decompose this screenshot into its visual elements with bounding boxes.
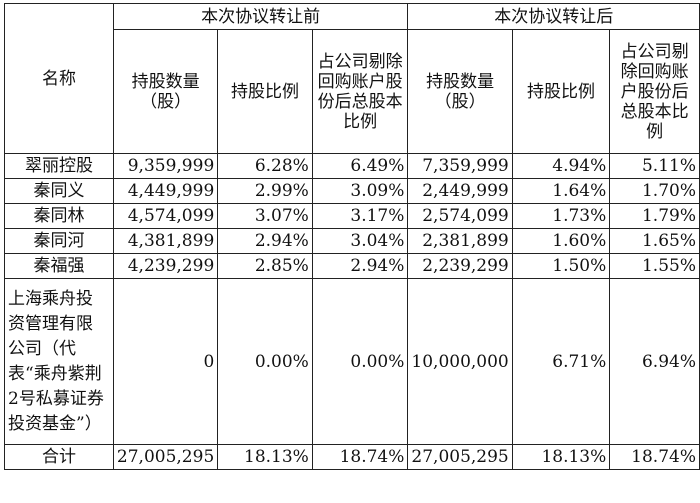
holder-name: 秦同林 bbox=[4, 203, 114, 229]
after-adj-ratio-header: 占公司剔除回购账户股份后总股本比例 bbox=[609, 29, 700, 154]
before-shares: 4,574,099 bbox=[112, 203, 219, 229]
shareholding-table: 名称 本次协议转让前 本次协议转让后 持股数量（股） 持股比例 占公司剔除回购账… bbox=[4, 3, 700, 470]
after-adj-ratio: 1.55% bbox=[609, 253, 700, 279]
table-row: 上海乘舟投资管理有限公司（代表“乘舟紫荆2号私募证券投资基金”） 0 0.00%… bbox=[4, 278, 700, 445]
after-adj-ratio: 1.65% bbox=[609, 228, 700, 254]
after-shares: 7,359,999 bbox=[407, 153, 513, 179]
after-ratio: 1.60% bbox=[511, 228, 611, 254]
total-row: 合计 27,005,295 18.13% 18.74% 27,005,295 1… bbox=[4, 444, 700, 470]
after-shares: 10,000,000 bbox=[407, 278, 513, 445]
before-ratio: 0.00% bbox=[217, 278, 313, 445]
after-shares: 2,449,999 bbox=[407, 178, 513, 204]
before-adj-ratio: 3.17% bbox=[311, 203, 409, 229]
after-ratio: 1.50% bbox=[511, 253, 611, 279]
after-shares: 2,239,299 bbox=[407, 253, 513, 279]
total-before-ratio: 18.13% bbox=[217, 444, 313, 470]
holder-name: 秦同义 bbox=[4, 178, 114, 204]
total-before-shares: 27,005,295 bbox=[112, 444, 219, 470]
after-ratio: 4.94% bbox=[511, 153, 611, 179]
before-adj-ratio: 6.49% bbox=[311, 153, 409, 179]
after-adj-ratio: 1.79% bbox=[609, 203, 700, 229]
after-ratio: 6.71% bbox=[511, 278, 611, 445]
before-ratio: 2.85% bbox=[217, 253, 313, 279]
before-adj-ratio-header: 占公司剔除回购账户股份后总股本比例 bbox=[311, 29, 409, 154]
before-shares: 0 bbox=[112, 278, 219, 445]
after-ratio: 1.73% bbox=[511, 203, 611, 229]
after-adj-ratio: 1.70% bbox=[609, 178, 700, 204]
before-shares-header: 持股数量（股） bbox=[112, 29, 219, 154]
before-shares: 4,381,899 bbox=[112, 228, 219, 254]
before-ratio: 3.07% bbox=[217, 203, 313, 229]
total-after-adj-ratio: 18.74% bbox=[609, 444, 700, 470]
before-shares: 4,449,999 bbox=[112, 178, 219, 204]
total-label: 合计 bbox=[4, 444, 114, 470]
before-adj-ratio: 2.94% bbox=[311, 253, 409, 279]
after-adj-ratio: 6.94% bbox=[609, 278, 700, 445]
after-adj-ratio: 5.11% bbox=[609, 153, 700, 179]
before-ratio: 2.99% bbox=[217, 178, 313, 204]
before-transfer-header: 本次协议转让前 bbox=[112, 3, 409, 30]
table-row: 秦同林 4,574,099 3.07% 3.17% 2,574,099 1.73… bbox=[4, 203, 700, 229]
before-ratio-header: 持股比例 bbox=[217, 29, 313, 154]
total-after-ratio: 18.13% bbox=[511, 444, 611, 470]
total-after-shares: 27,005,295 bbox=[407, 444, 513, 470]
holder-name: 上海乘舟投资管理有限公司（代表“乘舟紫荆2号私募证券投资基金”） bbox=[4, 278, 114, 445]
after-shares: 2,381,899 bbox=[407, 228, 513, 254]
table-row: 翠丽控股 9,359,999 6.28% 6.49% 7,359,999 4.9… bbox=[4, 153, 700, 179]
before-adj-ratio: 3.09% bbox=[311, 178, 409, 204]
table-row: 秦福强 4,239,299 2.85% 2.94% 2,239,299 1.50… bbox=[4, 253, 700, 279]
total-before-adj-ratio: 18.74% bbox=[311, 444, 409, 470]
before-ratio: 6.28% bbox=[217, 153, 313, 179]
after-transfer-header: 本次协议转让后 bbox=[407, 3, 700, 30]
holder-name: 秦同河 bbox=[4, 228, 114, 254]
after-ratio: 1.64% bbox=[511, 178, 611, 204]
name-header: 名称 bbox=[4, 3, 114, 154]
before-ratio: 2.94% bbox=[217, 228, 313, 254]
before-shares: 9,359,999 bbox=[112, 153, 219, 179]
table-row: 秦同河 4,381,899 2.94% 3.04% 2,381,899 1.60… bbox=[4, 228, 700, 254]
holder-name: 秦福强 bbox=[4, 253, 114, 279]
before-adj-ratio: 3.04% bbox=[311, 228, 409, 254]
table-row: 秦同义 4,449,999 2.99% 3.09% 2,449,999 1.64… bbox=[4, 178, 700, 204]
before-adj-ratio: 0.00% bbox=[311, 278, 409, 445]
holder-name: 翠丽控股 bbox=[4, 153, 114, 179]
after-shares: 2,574,099 bbox=[407, 203, 513, 229]
after-ratio-header: 持股比例 bbox=[511, 29, 611, 154]
before-shares: 4,239,299 bbox=[112, 253, 219, 279]
after-shares-header: 持股数量（股） bbox=[407, 29, 513, 154]
